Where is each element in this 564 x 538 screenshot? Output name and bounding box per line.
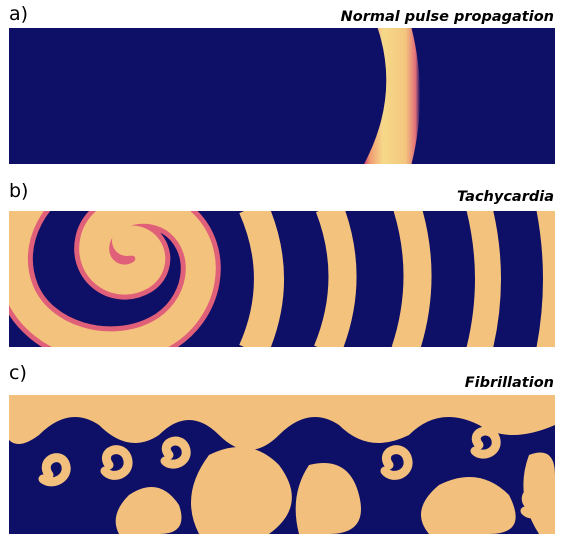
wavefront-2 (313, 211, 357, 347)
fibrillation-simulation (9, 395, 555, 534)
spiral-fragment (380, 445, 413, 480)
spiral-fragment (520, 486, 551, 519)
panel-b-label: b) (9, 180, 29, 202)
panel-b-title: Tachycardia (457, 189, 554, 205)
normal-pulse-simulation (9, 28, 555, 164)
excitation-region (115, 487, 182, 534)
panel-c-title: Fibrillation (464, 375, 554, 391)
spiral-fragment (160, 436, 191, 469)
spiral-wave (9, 211, 221, 347)
spiral-arm (9, 211, 216, 347)
excitation-region (9, 395, 555, 450)
wavefront-1 (239, 211, 284, 347)
panel-c-label: c) (9, 362, 27, 384)
excitation-region (421, 477, 516, 534)
pulse-wavefront (364, 28, 420, 164)
chaotic-excitation (9, 395, 555, 534)
excitation-region (295, 463, 361, 534)
spiral-fragment (470, 426, 501, 459)
outgoing-wavefronts (239, 211, 555, 347)
wavefront-5 (536, 211, 555, 347)
excitation-region (191, 447, 292, 534)
spiral-fragment (100, 445, 133, 480)
tissue-rest-background (9, 28, 555, 164)
tachycardia-spiral-simulation (9, 211, 555, 347)
panel-a-title: Normal pulse propagation (340, 9, 554, 25)
wavefront-3 (391, 211, 432, 347)
panel-a-label: a) (9, 3, 29, 25)
spiral-fragments (38, 426, 551, 519)
wavefront-4 (466, 211, 501, 347)
spiral-fragment (38, 453, 71, 487)
